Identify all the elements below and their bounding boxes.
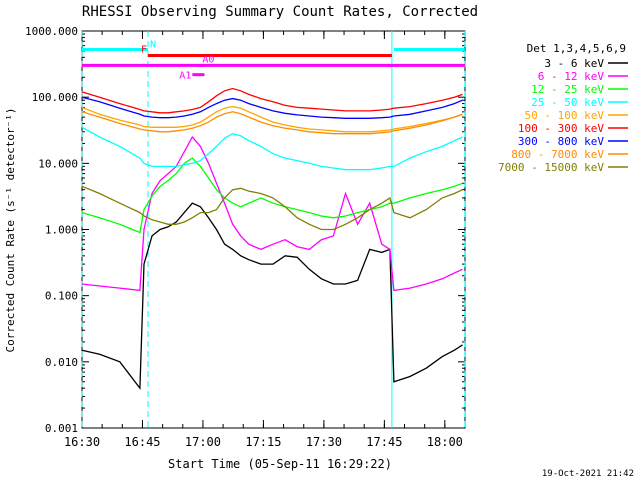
y-axis-ticks: 0.001 0.010 0.100 1.000 10.000 100.000 1000.00… [25,25,465,435]
y-tick-label: 0.100 [45,290,78,303]
legend-entry: 12 - 25 keV [531,83,604,96]
chart-title: RHESSI Observing Summary Count Rates, Co… [82,4,478,20]
x-tick-label: 17:15 [245,435,281,449]
series-line-5 [81,87,463,114]
series-lines [81,87,463,391]
y-tick-label: 100.000 [32,91,78,104]
x-tick-label: 16:30 [64,435,100,449]
x-tick-label: 16:45 [124,435,160,449]
flag-bars: NF A1 A0 [81,40,465,82]
x-tick-label: 17:30 [306,435,342,449]
legend-entry: 300 - 800 keV [518,135,604,148]
y-axis-label: Corrected Count Rate (s⁻¹ detector⁻¹) [4,107,17,352]
x-tick-label: 17:00 [185,435,221,449]
flag-label: N [150,40,156,51]
y-tick-label: 1.000 [45,224,78,237]
series-line-1 [81,135,463,292]
legend-entry: 3 - 6 keV [544,57,604,70]
legend-title: Det 1,3,4,5,6,9 [527,42,626,55]
flag-label: F [141,44,147,55]
x-tick-label: 18:00 [427,435,463,449]
flag-label: A1 [179,71,191,82]
y-tick-label: 0.010 [45,356,78,369]
series-line-7 [81,111,463,135]
series-line-8 [81,185,463,231]
x-axis-label: Start Time (05-Sep-11 16:29:22) [168,457,392,471]
y-tick-label: 1000.000 [25,25,78,38]
x-tick-label: 17:45 [366,435,402,449]
legend-entry: 100 - 300 keV [518,122,604,135]
legend-entry: 800 - 7000 keV [511,148,604,161]
timestamp-footer: 19-Oct-2021 21:42 [542,469,634,479]
series-line-4 [81,105,463,133]
series-line-0 [81,202,463,391]
flag-label: A0 [202,54,214,65]
series-line-3 [81,126,463,171]
series-line-6 [81,96,463,119]
vertical-markers [81,31,466,428]
x-axis-ticks: 16:30 16:45 17:00 17:15 17:30 17:45 18:00 [64,31,466,449]
y-tick-label: 0.001 [45,422,78,435]
legend-entry: 50 - 100 keV [525,109,605,122]
series-line-2 [81,157,463,234]
legend-entry: 7000 - 15000 keV [498,161,604,174]
y-tick-label: 10.000 [38,157,78,170]
legend-entry: 6 - 12 keV [538,70,605,83]
legend-entry: 25 - 50 keV [531,96,604,109]
